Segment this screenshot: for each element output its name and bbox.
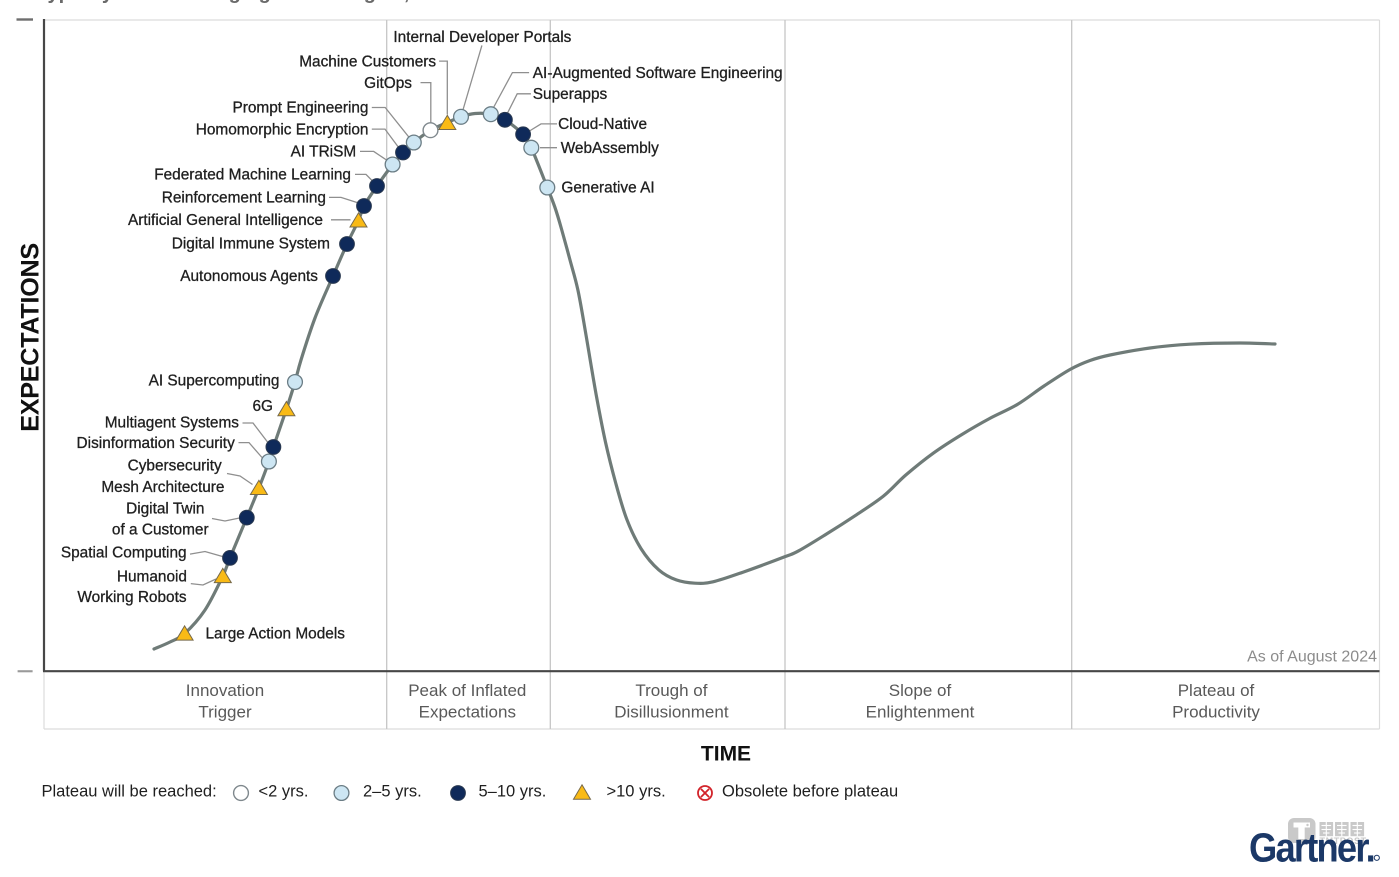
- svg-text:6G: 6G: [252, 398, 273, 415]
- svg-text:Hype Cycle for Emerging Techno: Hype Cycle for Emerging Technologies, 20…: [33, 0, 460, 4]
- svg-text:Trigger: Trigger: [198, 703, 252, 722]
- svg-text:Plateau will be reached:: Plateau will be reached:: [42, 783, 217, 801]
- svg-text:Internal Developer Portals: Internal Developer Portals: [393, 29, 571, 46]
- svg-text:<2 yrs.: <2 yrs.: [259, 783, 309, 801]
- svg-text:TMTPOST: TMTPOST: [1320, 836, 1367, 846]
- svg-text:AI TRiSM: AI TRiSM: [291, 144, 357, 161]
- svg-text:Obsolete before plateau: Obsolete before plateau: [722, 783, 898, 801]
- svg-text:Digital Twin: Digital Twin: [126, 500, 204, 517]
- svg-text:of a Customer: of a Customer: [112, 522, 209, 539]
- svg-text:AI-Augmented Software Engineer: AI-Augmented Software Engineering: [533, 65, 783, 82]
- svg-text:Digital Immune System: Digital Immune System: [172, 236, 330, 253]
- svg-text:Enlightenment: Enlightenment: [866, 703, 975, 722]
- svg-text:Working Robots: Working Robots: [77, 589, 187, 606]
- svg-text:Cybersecurity: Cybersecurity: [128, 458, 222, 475]
- svg-text:Superapps: Superapps: [533, 86, 608, 103]
- svg-text:GitOps: GitOps: [364, 75, 412, 92]
- svg-text:Mesh Architecture: Mesh Architecture: [101, 479, 224, 496]
- svg-text:2–5 yrs.: 2–5 yrs.: [363, 783, 422, 801]
- svg-text:Disillusionment: Disillusionment: [614, 703, 729, 722]
- svg-text:Productivity: Productivity: [1172, 703, 1260, 722]
- svg-text:Autonomous Agents: Autonomous Agents: [180, 268, 318, 285]
- svg-text:TIME: TIME: [701, 743, 751, 766]
- svg-text:Humanoid: Humanoid: [117, 568, 187, 585]
- svg-text:Machine Customers: Machine Customers: [299, 53, 436, 70]
- svg-text:Multiagent Systems: Multiagent Systems: [105, 415, 240, 432]
- svg-text:5–10 yrs.: 5–10 yrs.: [479, 783, 547, 801]
- svg-text:As of August 2024: As of August 2024: [1247, 649, 1377, 666]
- svg-text:Generative AI: Generative AI: [561, 180, 654, 197]
- svg-text:Slope of: Slope of: [889, 681, 952, 700]
- svg-text:Peak of Inflated: Peak of Inflated: [408, 681, 526, 700]
- svg-text:Plateau of: Plateau of: [1178, 681, 1255, 700]
- svg-text:Trough of: Trough of: [635, 681, 707, 700]
- svg-text:Expectations: Expectations: [419, 703, 516, 722]
- svg-text:Artificial General Intelligenc: Artificial General Intelligence: [128, 212, 323, 229]
- svg-text:Gartner.: Gartner.: [1249, 825, 1374, 871]
- svg-text:WebAssembly: WebAssembly: [561, 140, 659, 157]
- svg-text:Disinformation Security: Disinformation Security: [77, 435, 236, 452]
- svg-text:>10 yrs.: >10 yrs.: [607, 783, 666, 801]
- svg-text:Innovation: Innovation: [186, 681, 264, 700]
- svg-text:Reinforcement Learning: Reinforcement Learning: [162, 190, 326, 207]
- svg-text:Spatial Computing: Spatial Computing: [61, 545, 187, 562]
- svg-text:Federated Machine Learning: Federated Machine Learning: [154, 167, 351, 184]
- svg-text:AI Supercomputing: AI Supercomputing: [149, 373, 280, 390]
- svg-text:Homomorphic Encryption: Homomorphic Encryption: [196, 121, 369, 138]
- svg-text:Cloud-Native: Cloud-Native: [558, 116, 647, 133]
- svg-text:EXPECTATIONS: EXPECTATIONS: [17, 243, 45, 432]
- svg-text:Large Action Models: Large Action Models: [206, 626, 346, 643]
- svg-text:Prompt Engineering: Prompt Engineering: [232, 100, 368, 117]
